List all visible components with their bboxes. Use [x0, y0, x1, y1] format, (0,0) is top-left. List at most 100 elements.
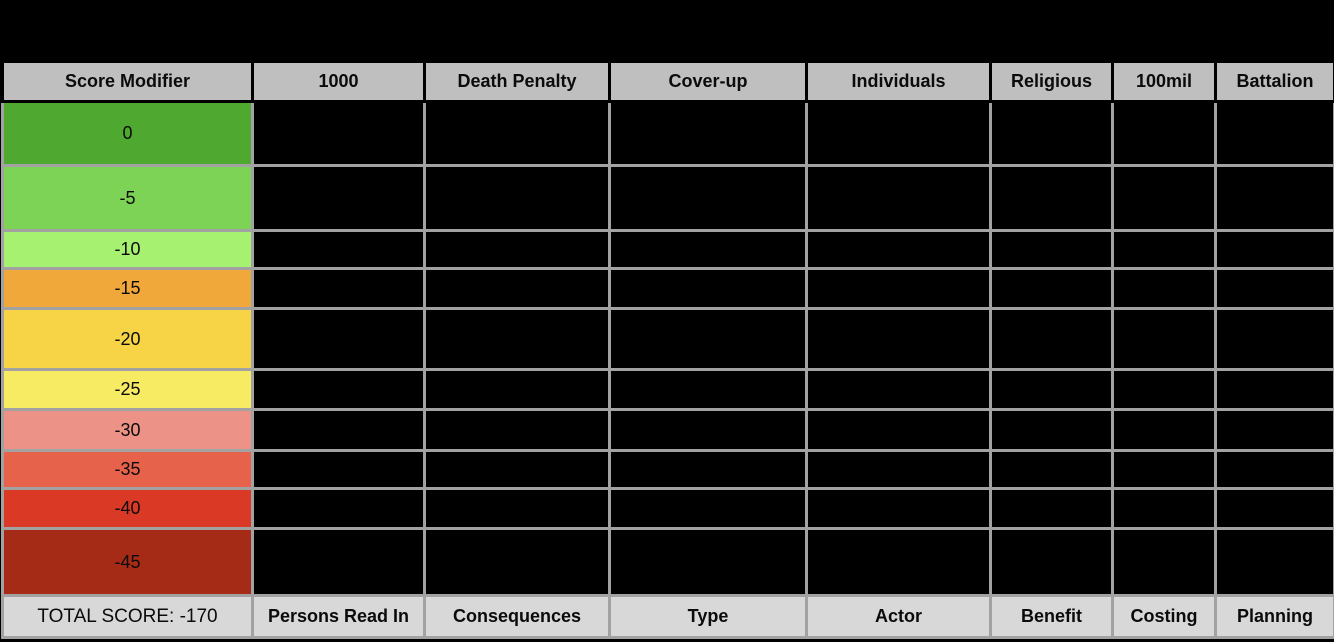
empty-cell[interactable]	[1111, 368, 1217, 411]
empty-cell[interactable]	[423, 267, 611, 310]
empty-cell[interactable]	[423, 368, 611, 411]
empty-cell[interactable]	[805, 164, 992, 232]
empty-cell[interactable]	[1214, 527, 1334, 597]
empty-cell[interactable]	[805, 100, 992, 167]
empty-cell[interactable]	[989, 368, 1114, 411]
score-modifier-cell[interactable]: -25	[1, 368, 254, 411]
empty-cell[interactable]	[805, 267, 992, 310]
empty-cell[interactable]	[1214, 408, 1334, 452]
top-spacer	[0, 0, 1334, 60]
score-modifier-cell[interactable]: -5	[1, 164, 254, 232]
empty-cell[interactable]	[1214, 368, 1334, 411]
empty-cell[interactable]	[1111, 408, 1217, 452]
empty-cell[interactable]	[1111, 527, 1217, 597]
header-cell-individuals[interactable]: Individuals	[805, 60, 992, 103]
empty-cell[interactable]	[608, 368, 808, 411]
empty-cell[interactable]	[1214, 164, 1334, 232]
empty-cell[interactable]	[1111, 487, 1217, 530]
empty-cell[interactable]	[251, 449, 426, 490]
score-modifier-cell[interactable]: -10	[1, 229, 254, 270]
empty-cell[interactable]	[608, 229, 808, 270]
header-cell-100mil[interactable]: 100mil	[1111, 60, 1217, 103]
empty-cell[interactable]	[251, 100, 426, 167]
empty-cell[interactable]	[608, 100, 808, 167]
empty-cell[interactable]	[989, 307, 1114, 371]
empty-cell[interactable]	[1214, 100, 1334, 167]
header-cell-score-modifier[interactable]: Score Modifier	[1, 60, 254, 103]
empty-cell[interactable]	[251, 164, 426, 232]
score-modifier-cell[interactable]: -35	[1, 449, 254, 490]
empty-cell[interactable]	[989, 487, 1114, 530]
empty-cell[interactable]	[608, 307, 808, 371]
score-modifier-cell[interactable]: -40	[1, 487, 254, 530]
empty-cell[interactable]	[805, 487, 992, 530]
footer-cell-actor[interactable]: Actor	[805, 594, 992, 639]
empty-cell[interactable]	[989, 449, 1114, 490]
header-cell-battalion[interactable]: Battalion	[1214, 60, 1334, 103]
header-cell-1000[interactable]: 1000	[251, 60, 426, 103]
empty-cell[interactable]	[423, 449, 611, 490]
score-modifier-cell[interactable]: -30	[1, 408, 254, 452]
empty-cell[interactable]	[1214, 267, 1334, 310]
empty-cell[interactable]	[805, 449, 992, 490]
score-row-5: -25	[1, 368, 1334, 411]
empty-cell[interactable]	[608, 449, 808, 490]
header-cell-cover-up[interactable]: Cover-up	[608, 60, 808, 103]
empty-cell[interactable]	[423, 527, 611, 597]
empty-cell[interactable]	[1214, 487, 1334, 530]
empty-cell[interactable]	[608, 164, 808, 232]
empty-cell[interactable]	[1111, 307, 1217, 371]
empty-cell[interactable]	[989, 164, 1114, 232]
empty-cell[interactable]	[608, 527, 808, 597]
empty-cell[interactable]	[608, 267, 808, 310]
empty-cell[interactable]	[989, 267, 1114, 310]
empty-cell[interactable]	[423, 229, 611, 270]
empty-cell[interactable]	[251, 408, 426, 452]
empty-cell[interactable]	[423, 307, 611, 371]
empty-cell[interactable]	[251, 229, 426, 270]
empty-cell[interactable]	[251, 267, 426, 310]
empty-cell[interactable]	[805, 527, 992, 597]
empty-cell[interactable]	[989, 229, 1114, 270]
footer-cell-consequences[interactable]: Consequences	[423, 594, 611, 639]
empty-cell[interactable]	[423, 487, 611, 530]
footer-cell-planning[interactable]: Planning	[1214, 594, 1334, 639]
empty-cell[interactable]	[805, 307, 992, 371]
empty-cell[interactable]	[423, 100, 611, 167]
empty-cell[interactable]	[608, 408, 808, 452]
empty-cell[interactable]	[989, 100, 1114, 167]
footer-cell-costing[interactable]: Costing	[1111, 594, 1217, 639]
empty-cell[interactable]	[989, 408, 1114, 452]
footer-cell-persons-read-in[interactable]: Persons Read In	[251, 594, 426, 639]
score-modifier-cell[interactable]: -15	[1, 267, 254, 310]
empty-cell[interactable]	[1111, 449, 1217, 490]
empty-cell[interactable]	[251, 487, 426, 530]
empty-cell[interactable]	[805, 368, 992, 411]
score-table: Score Modifier 1000 Death Penalty Cover-…	[1, 60, 1334, 639]
empty-cell[interactable]	[423, 408, 611, 452]
score-modifier-cell[interactable]: -20	[1, 307, 254, 371]
score-row-7: -35	[1, 449, 1334, 490]
score-modifier-cell[interactable]: 0	[1, 100, 254, 167]
empty-cell[interactable]	[805, 408, 992, 452]
header-cell-death-penalty[interactable]: Death Penalty	[423, 60, 611, 103]
total-score-cell[interactable]: TOTAL SCORE: -170	[1, 594, 254, 639]
empty-cell[interactable]	[251, 527, 426, 597]
empty-cell[interactable]	[805, 229, 992, 270]
empty-cell[interactable]	[1111, 229, 1217, 270]
empty-cell[interactable]	[423, 164, 611, 232]
footer-cell-type[interactable]: Type	[608, 594, 808, 639]
score-modifier-cell[interactable]: -45	[1, 527, 254, 597]
empty-cell[interactable]	[251, 368, 426, 411]
empty-cell[interactable]	[1111, 100, 1217, 167]
empty-cell[interactable]	[608, 487, 808, 530]
empty-cell[interactable]	[251, 307, 426, 371]
empty-cell[interactable]	[1214, 307, 1334, 371]
empty-cell[interactable]	[1214, 229, 1334, 270]
footer-cell-benefit[interactable]: Benefit	[989, 594, 1114, 639]
empty-cell[interactable]	[1111, 267, 1217, 310]
empty-cell[interactable]	[989, 527, 1114, 597]
empty-cell[interactable]	[1111, 164, 1217, 232]
empty-cell[interactable]	[1214, 449, 1334, 490]
header-cell-religious[interactable]: Religious	[989, 60, 1114, 103]
